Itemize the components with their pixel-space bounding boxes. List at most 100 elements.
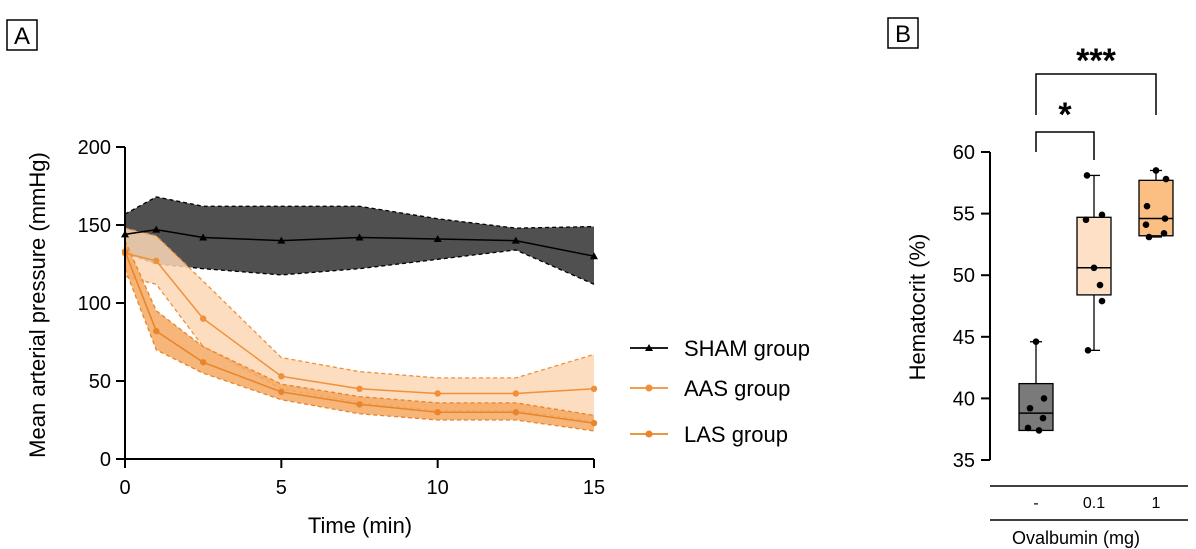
y-axis-title: Mean arterial pressure (mmHg) bbox=[25, 152, 50, 458]
band-lower-edge bbox=[124, 249, 595, 285]
x-axis-title: Time (min) bbox=[308, 513, 412, 538]
panel-label-a-frame bbox=[6, 19, 38, 51]
data-point bbox=[434, 390, 441, 397]
band-lower-edge bbox=[124, 268, 595, 432]
data-point bbox=[278, 388, 285, 396]
data-point bbox=[512, 390, 520, 397]
confidence-band bbox=[125, 240, 594, 431]
y-tick-label: 200 bbox=[78, 137, 111, 159]
data-point bbox=[1162, 175, 1170, 183]
data-point bbox=[355, 233, 364, 241]
data-point bbox=[153, 327, 160, 335]
data-point bbox=[1098, 211, 1106, 219]
y-tick-label: 60 bbox=[953, 142, 975, 164]
data-point bbox=[1090, 264, 1098, 272]
box-iqr bbox=[1076, 216, 1112, 296]
data-point bbox=[356, 385, 363, 392]
series-lines bbox=[121, 225, 598, 427]
x-tick-label: 15 bbox=[583, 477, 605, 499]
y-tick-label: 50 bbox=[953, 265, 975, 287]
data-point bbox=[590, 252, 598, 260]
category-labels: - 0.1 1 bbox=[1033, 495, 1160, 512]
data-point bbox=[433, 235, 442, 243]
data-point bbox=[1096, 281, 1104, 289]
band-upper-edge bbox=[124, 196, 595, 229]
data-point bbox=[1040, 395, 1048, 402]
data-point bbox=[1145, 233, 1153, 241]
confidence-band bbox=[125, 196, 594, 285]
y-axis-ticks: 0 50 100 150 200 bbox=[78, 137, 125, 471]
x-tick-label: 5 bbox=[276, 477, 287, 499]
band-upper-edge bbox=[124, 227, 595, 379]
y-tick-label: 150 bbox=[78, 215, 111, 237]
data-point bbox=[1083, 172, 1091, 179]
data-point bbox=[277, 236, 286, 244]
x-tick-label: 10 bbox=[427, 477, 449, 499]
confidence-band bbox=[125, 228, 594, 422]
legend-swatch-marker bbox=[645, 430, 653, 438]
panel-label-b-box: B bbox=[887, 17, 919, 49]
data-point bbox=[511, 236, 520, 244]
data-point bbox=[512, 409, 520, 416]
y-tick-label: 50 bbox=[89, 371, 111, 393]
legend-label: LAS group bbox=[684, 422, 788, 447]
data-point bbox=[1142, 221, 1150, 228]
panel-label-b: B bbox=[895, 21, 911, 48]
box-iqr bbox=[1018, 382, 1054, 432]
data-point bbox=[356, 401, 363, 408]
series-line bbox=[124, 251, 595, 424]
category-label: 0.1 bbox=[1083, 495, 1105, 512]
panel-label-a: A bbox=[14, 23, 30, 50]
significance-bracket bbox=[1035, 131, 1095, 160]
y-axis-ticks: 35 40 45 50 55 60 bbox=[953, 142, 990, 472]
y-tick-label: 100 bbox=[78, 293, 111, 315]
significance-brackets: **** bbox=[1035, 42, 1157, 160]
y-tick-label: 40 bbox=[953, 388, 975, 410]
data-point bbox=[1143, 202, 1151, 210]
y-tick-label: 35 bbox=[953, 450, 975, 472]
data-point bbox=[1039, 414, 1047, 422]
legend-label: AAS group bbox=[684, 376, 790, 401]
series-line bbox=[124, 252, 595, 395]
data-point bbox=[153, 257, 160, 265]
data-point bbox=[1082, 216, 1090, 224]
legend-swatch-marker bbox=[645, 384, 653, 392]
significance-label: * bbox=[1058, 96, 1072, 134]
data-point bbox=[1160, 230, 1168, 237]
x-axis-ticks: 0 5 10 15 bbox=[119, 459, 605, 499]
data-point bbox=[590, 419, 598, 427]
data-point bbox=[199, 315, 207, 322]
y-tick-label: 55 bbox=[953, 204, 975, 226]
x-axis-title: Ovalbumin (mg) bbox=[1012, 528, 1140, 548]
significance-label: *** bbox=[1076, 42, 1116, 80]
data-point bbox=[1098, 297, 1106, 305]
legend-swatch-marker bbox=[645, 344, 653, 351]
panel-label-b-frame bbox=[887, 17, 919, 49]
data-point bbox=[199, 359, 207, 366]
data-point bbox=[1032, 338, 1040, 346]
y-tick-label: 45 bbox=[953, 327, 975, 349]
data-point bbox=[434, 409, 441, 416]
data-point bbox=[1026, 404, 1034, 412]
data-point bbox=[1084, 347, 1092, 354]
boxes bbox=[1018, 167, 1174, 434]
legend-label: SHAM group bbox=[684, 336, 810, 361]
x-tick-label: 0 bbox=[119, 477, 130, 499]
series-line bbox=[124, 228, 595, 257]
panel-b-box-plot: 35 40 45 50 55 60 Hematocrit (%) - 0.1 1 Ovalbu… bbox=[905, 42, 1188, 548]
box-iqr bbox=[1138, 179, 1174, 237]
data-point bbox=[590, 385, 598, 392]
y-tick-label: 0 bbox=[100, 449, 111, 471]
panel-a-line-chart: 0 50 100 150 200 0 5 10 15 Mean arterial pressu… bbox=[25, 137, 810, 538]
data-point bbox=[152, 225, 161, 233]
category-label: 1 bbox=[1152, 495, 1161, 512]
significance-bracket bbox=[1035, 73, 1157, 115]
band-upper-edge bbox=[124, 240, 595, 416]
data-point bbox=[278, 373, 285, 380]
data-point bbox=[1161, 215, 1169, 222]
data-point bbox=[1024, 424, 1032, 432]
data-point bbox=[1035, 427, 1043, 434]
confidence-bands bbox=[124, 196, 595, 432]
data-point bbox=[199, 233, 208, 241]
